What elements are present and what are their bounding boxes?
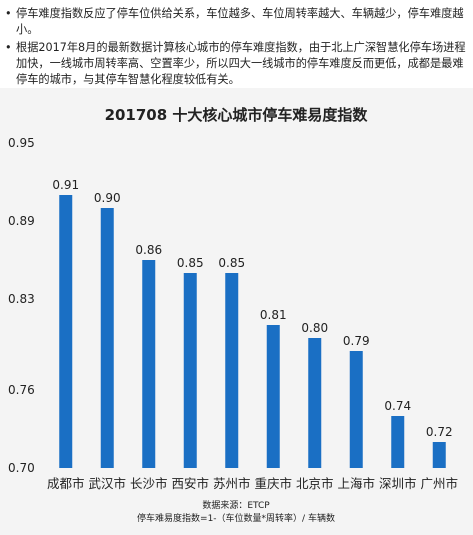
- chart-panel: 201708 十大核心城市停车难易度指数 0.70 0.76 0.83 0.89 0.9…: [0, 88, 473, 535]
- bar-10: [432, 442, 446, 468]
- y-tick-label: 0.70: [8, 461, 35, 475]
- x-tick-label-4: 西安市: [171, 476, 209, 491]
- x-tick-label-3: 长沙市: [130, 476, 168, 491]
- bar-3: [142, 260, 156, 468]
- value-label-3: 0.86: [135, 243, 162, 257]
- note-1: 停车难度指数反应了停车位供给关系，车位越多、车位周转率越大、车辆越少，停车难度越…: [4, 6, 469, 38]
- bar-1: [59, 195, 73, 468]
- y-axis: 0.70 0.76 0.83 0.89 0.95: [8, 136, 35, 475]
- x-axis: 成都市 武汉市 长沙市 西安市 苏州市 重庆市 北京市 上海市 深圳市 广州市: [47, 476, 458, 491]
- x-tick-label-10: 广州市: [420, 476, 458, 491]
- value-label-10: 0.72: [426, 425, 453, 439]
- note-2: 根据2017年8月的最新数据计算核心城市的停车难度指数，由于北上广深智慧化停车场…: [4, 40, 469, 88]
- value-labels: 0.91 0.90 0.86 0.85 0.85 0.81 0.80 0.79 0.74 0.72: [52, 178, 452, 439]
- x-tick-label-2: 武汉市: [88, 476, 126, 491]
- bar-6: [266, 325, 280, 468]
- y-tick-label: 0.95: [8, 136, 35, 150]
- value-label-4: 0.85: [177, 256, 204, 270]
- x-tick-label-9: 深圳市: [379, 476, 417, 491]
- y-tick-label: 0.83: [8, 292, 35, 306]
- x-tick-label-1: 成都市: [47, 476, 85, 491]
- formula-note: 停车难易度指数=1-（车位数量*周转率）/ 车辆数: [137, 512, 335, 524]
- x-tick-label-7: 北京市: [296, 476, 334, 491]
- y-tick-label: 0.89: [8, 214, 35, 228]
- bar-2: [100, 208, 114, 468]
- y-tick-label: 0.76: [8, 383, 35, 397]
- value-label-8: 0.79: [343, 334, 370, 348]
- notes: 停车难度指数反应了停车位供给关系，车位越多、车位周转率越大、车辆越少，停车难度越…: [4, 6, 469, 90]
- value-label-7: 0.80: [301, 321, 328, 335]
- bar-7: [308, 338, 322, 468]
- source-note: 数据来源：ETCP: [202, 499, 270, 511]
- chart-title: 201708 十大核心城市停车难易度指数: [105, 106, 369, 124]
- value-label-1: 0.91: [52, 178, 79, 192]
- value-label-6: 0.81: [260, 308, 287, 322]
- value-label-5: 0.85: [218, 256, 245, 270]
- bar-9: [391, 416, 405, 468]
- x-tick-label-6: 重庆市: [254, 476, 292, 491]
- bar-chart: 201708 十大核心城市停车难易度指数 0.70 0.76 0.83 0.89 0.9…: [8, 106, 458, 524]
- value-label-9: 0.74: [384, 399, 411, 413]
- bar-8: [349, 351, 363, 468]
- value-label-2: 0.90: [94, 191, 121, 205]
- x-tick-label-8: 上海市: [337, 476, 375, 491]
- x-tick-label-5: 苏州市: [213, 476, 251, 491]
- bars: [59, 195, 446, 468]
- bar-4: [183, 273, 197, 468]
- bar-5: [225, 273, 239, 468]
